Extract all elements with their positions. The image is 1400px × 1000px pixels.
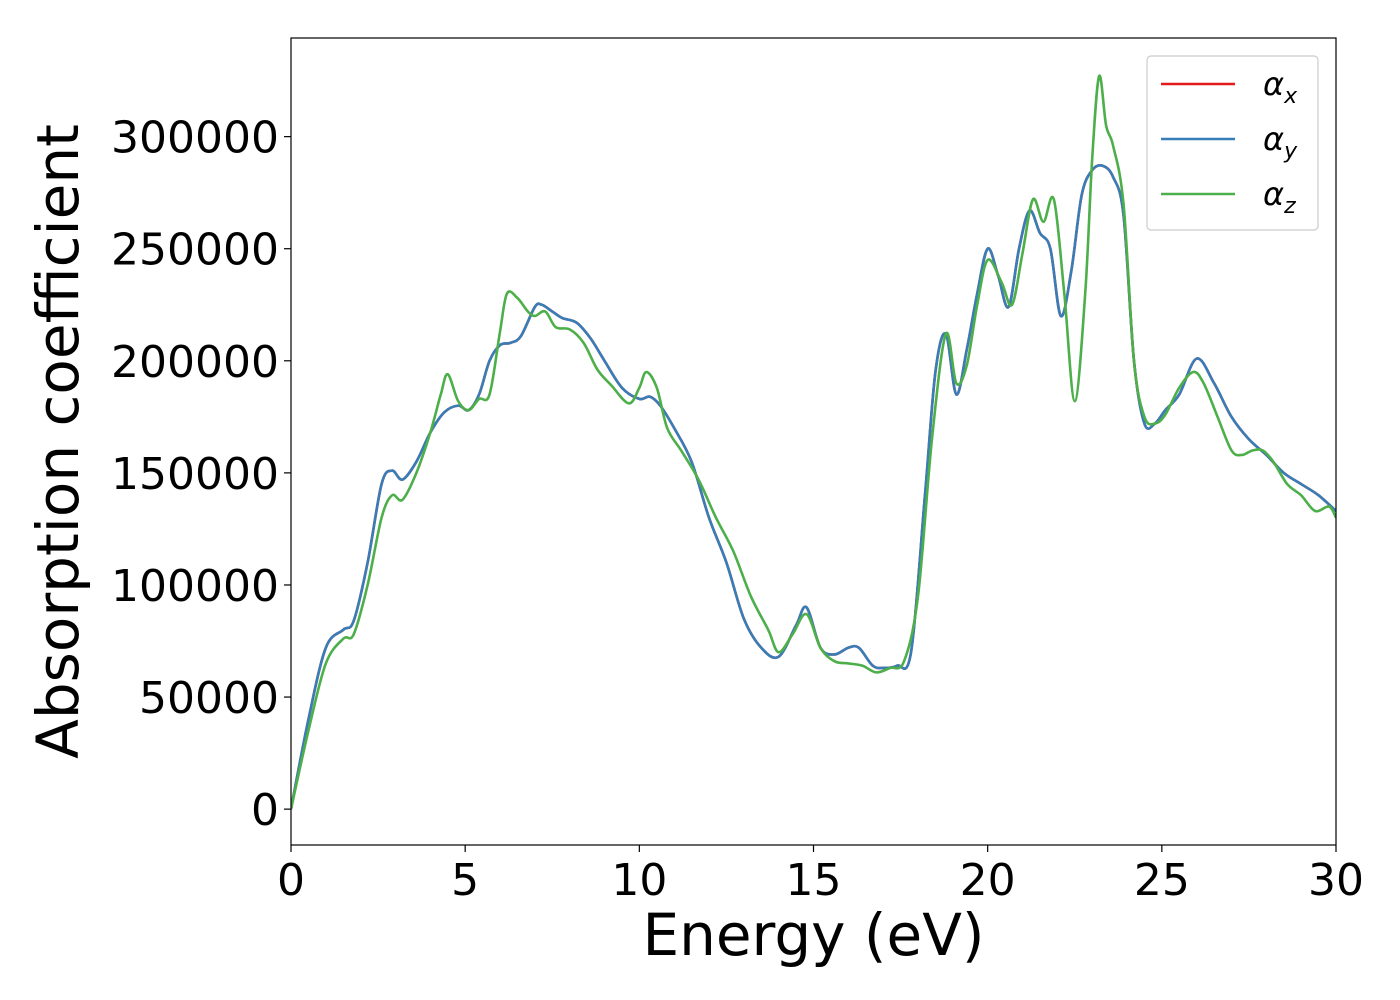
y-axis: 0 50000 100000 150000 200000 250000 300000 [111, 113, 291, 836]
x-axis-title: Energy (eV) [642, 901, 984, 969]
legend-box [1146, 55, 1319, 231]
x-tick-label: 10 [611, 855, 667, 906]
x-tick-label: 25 [1134, 855, 1190, 906]
y-tick-label: 0 [251, 785, 279, 836]
y-tick-label: 50000 [139, 673, 279, 724]
legend-symbol: α [1263, 175, 1284, 213]
y-tick-label: 250000 [111, 225, 279, 276]
legend-label-y: αy [1263, 120, 1298, 164]
series-line-y [291, 164, 1336, 810]
y-tick-label: 300000 [111, 113, 279, 164]
legend-label-z: αz [1263, 175, 1296, 219]
legend-label-x: αx [1263, 65, 1298, 109]
legend-subscript: y [1283, 139, 1298, 164]
legend-symbol: α [1263, 65, 1284, 103]
legend-symbol: α [1263, 120, 1284, 158]
series-line-z [291, 74, 1336, 810]
x-axis: 0 5 10 15 20 25 30 [277, 845, 1364, 906]
y-tick-label: 150000 [111, 449, 279, 500]
series-layer [291, 74, 1336, 810]
x-tick-label: 0 [277, 855, 305, 906]
x-tick-label: 15 [786, 855, 842, 906]
x-tick-label: 5 [451, 855, 479, 906]
legend-subscript: z [1283, 194, 1296, 219]
legend-subscript: x [1283, 84, 1298, 109]
x-tick-label: 30 [1308, 855, 1364, 906]
y-axis-title: Absorption coefficient [24, 124, 92, 759]
series-line-x [291, 164, 1336, 810]
y-tick-label: 100000 [111, 561, 279, 612]
y-tick-label: 200000 [111, 337, 279, 388]
x-tick-label: 20 [960, 855, 1016, 906]
